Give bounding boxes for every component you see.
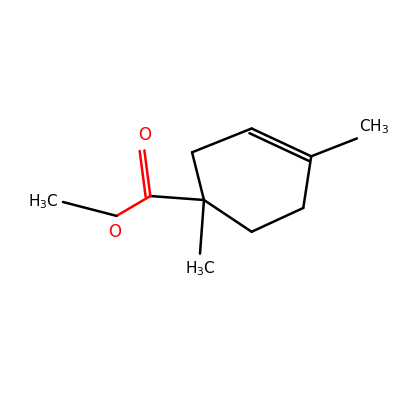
Text: CH$_3$: CH$_3$ — [359, 118, 389, 136]
Text: H$_3$C: H$_3$C — [28, 193, 59, 211]
Text: O: O — [108, 223, 121, 241]
Text: O: O — [138, 126, 151, 144]
Text: H$_3$C: H$_3$C — [185, 260, 215, 278]
